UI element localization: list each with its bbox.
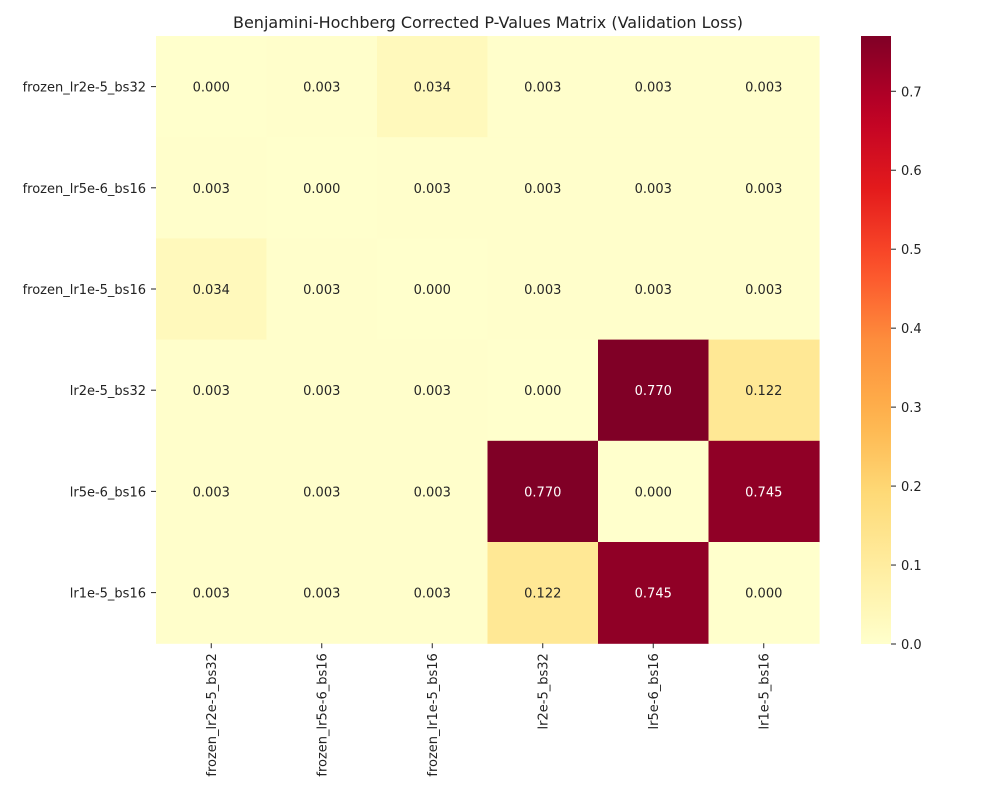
heatmap-cells: 0.000 0.003 0.034 0.003 0.003 0.003 0.003 0.000… — [156, 36, 820, 644]
heatmap-cell — [487, 238, 599, 341]
cell-value-label: 0.003 — [193, 182, 230, 197]
heatmap-cell — [708, 542, 820, 644]
cell-value-label: 0.003 — [745, 81, 782, 96]
cell-value-label: 0.003 — [193, 384, 230, 399]
cell-value-label: 0.003 — [635, 283, 672, 298]
cell-value-label: 0.003 — [524, 283, 561, 298]
colorbar-tick-label: 0.3 — [901, 401, 922, 416]
row-tick-label: lr5e-6_bs16 — [70, 485, 146, 500]
colorbar-ticks: 0.0 0.1 0.2 0.3 0.4 0.5 0.6 0.7 — [891, 85, 922, 653]
heatmap-cell — [156, 238, 268, 341]
chart-title: Benjamini-Hochberg Corrected P-Values Ma… — [233, 13, 743, 32]
heatmap-cell — [598, 440, 710, 543]
colorbar-tick-label: 0.5 — [901, 243, 922, 258]
cell-value-label: 0.003 — [193, 485, 230, 500]
row-tick-label: frozen_lr1e-5_bs16 — [23, 283, 146, 298]
heatmap-cell — [598, 36, 710, 138]
cell-value-label: 0.000 — [414, 283, 451, 298]
row-tick-label: frozen_lr2e-5_bs32 — [23, 81, 146, 96]
heatmap-cell — [487, 339, 599, 442]
cell-value-label: 0.003 — [524, 182, 561, 197]
column-tick-label: lr1e-5_bs16 — [758, 653, 773, 729]
cell-value-label: 0.745 — [635, 587, 672, 602]
colorbar — [861, 36, 891, 644]
cell-value-label: 0.003 — [193, 587, 230, 602]
cell-value-label: 0.000 — [193, 81, 230, 96]
heatmap-cell — [377, 36, 489, 138]
heatmap-cell — [487, 137, 599, 239]
heatmap-cell — [156, 339, 268, 442]
heatmap-cell — [708, 36, 820, 138]
row-tick-labels: frozen_lr2e-5_bs32 frozen_lr5e-6_bs16froz… — [23, 81, 156, 602]
cell-value-label: 0.003 — [303, 81, 340, 96]
column-tick-label: lr5e-6_bs16 — [647, 653, 662, 729]
cell-value-label: 0.000 — [524, 384, 561, 399]
heatmap-cell — [377, 440, 489, 543]
cell-value-label: 0.003 — [303, 485, 340, 500]
heatmap-cell — [266, 36, 378, 138]
cell-value-label: 0.003 — [745, 283, 782, 298]
heatmap-cell — [156, 36, 268, 138]
heatmap-cell — [156, 137, 268, 239]
cell-value-label: 0.034 — [193, 283, 230, 298]
heatmap-cell — [487, 36, 599, 138]
colorbar-tick-label: 0.6 — [901, 164, 922, 179]
heatmap-cell — [598, 137, 710, 239]
heatmap-cell — [266, 238, 378, 341]
colorbar-tick-label: 0.7 — [901, 85, 922, 100]
cell-value-label: 0.000 — [303, 182, 340, 197]
heatmap-cell — [708, 238, 820, 341]
column-tick-label: frozen_lr2e-5_bs32 — [205, 653, 220, 776]
cell-value-label: 0.770 — [635, 384, 672, 399]
cell-value-label: 0.003 — [414, 485, 451, 500]
cell-value-label: 0.003 — [524, 81, 561, 96]
row-tick-label: lr1e-5_bs16 — [70, 587, 146, 602]
heatmap-cell — [708, 137, 820, 239]
cell-value-label: 0.003 — [303, 587, 340, 602]
heatmap-cell — [156, 440, 268, 543]
cell-value-label: 0.003 — [303, 384, 340, 399]
colorbar-tick-label: 0.0 — [901, 638, 922, 653]
heatmap-cell — [487, 542, 599, 644]
heatmap-cell — [598, 339, 710, 442]
cell-value-label: 0.003 — [414, 587, 451, 602]
heatmap-cell — [266, 440, 378, 543]
heatmap-cell — [708, 440, 820, 543]
heatmap-cell — [266, 339, 378, 442]
colorbar-tick-label: 0.4 — [901, 322, 922, 337]
cell-value-label: 0.003 — [745, 182, 782, 197]
heatmap-cell — [487, 440, 599, 543]
heatmap-cell — [377, 137, 489, 239]
cell-value-label: 0.745 — [745, 485, 782, 500]
heatmap-cell — [266, 137, 378, 239]
cell-value-label: 0.003 — [303, 283, 340, 298]
cell-value-label: 0.003 — [414, 384, 451, 399]
heatmap-cell — [266, 542, 378, 644]
column-tick-label: frozen_lr5e-6_bs16 — [316, 653, 331, 776]
cell-value-label: 0.000 — [745, 587, 782, 602]
cell-value-label: 0.000 — [635, 485, 672, 500]
row-tick-label: lr2e-5_bs32 — [70, 384, 146, 399]
heatmap-cell — [598, 542, 710, 644]
cell-value-label: 0.122 — [524, 587, 561, 602]
colorbar-tick-label: 0.1 — [901, 559, 922, 574]
heatmap-cell — [377, 339, 489, 442]
heatmap-cell — [377, 238, 489, 341]
heatmap-cell — [156, 542, 268, 644]
cell-value-label: 0.003 — [414, 182, 451, 197]
cell-value-label: 0.003 — [635, 182, 672, 197]
column-tick-labels: frozen_lr2e-5_bs32 frozen_lr5e-6_bs16 froz… — [205, 643, 773, 777]
colorbar-tick-label: 0.2 — [901, 480, 922, 495]
column-tick-label: frozen_lr1e-5_bs16 — [426, 653, 441, 776]
cell-value-label: 0.034 — [414, 81, 451, 96]
cell-value-label: 0.003 — [635, 81, 672, 96]
heatmap-cell — [377, 542, 489, 644]
row-tick-label: frozen_lr5e-6_bs16 — [23, 182, 146, 197]
column-tick-label: lr2e-5_bs32 — [537, 653, 552, 729]
heatmap-cell — [598, 238, 710, 341]
cell-value-label: 0.770 — [524, 485, 561, 500]
cell-value-label: 0.122 — [745, 384, 782, 399]
heatmap-cell — [708, 339, 820, 442]
